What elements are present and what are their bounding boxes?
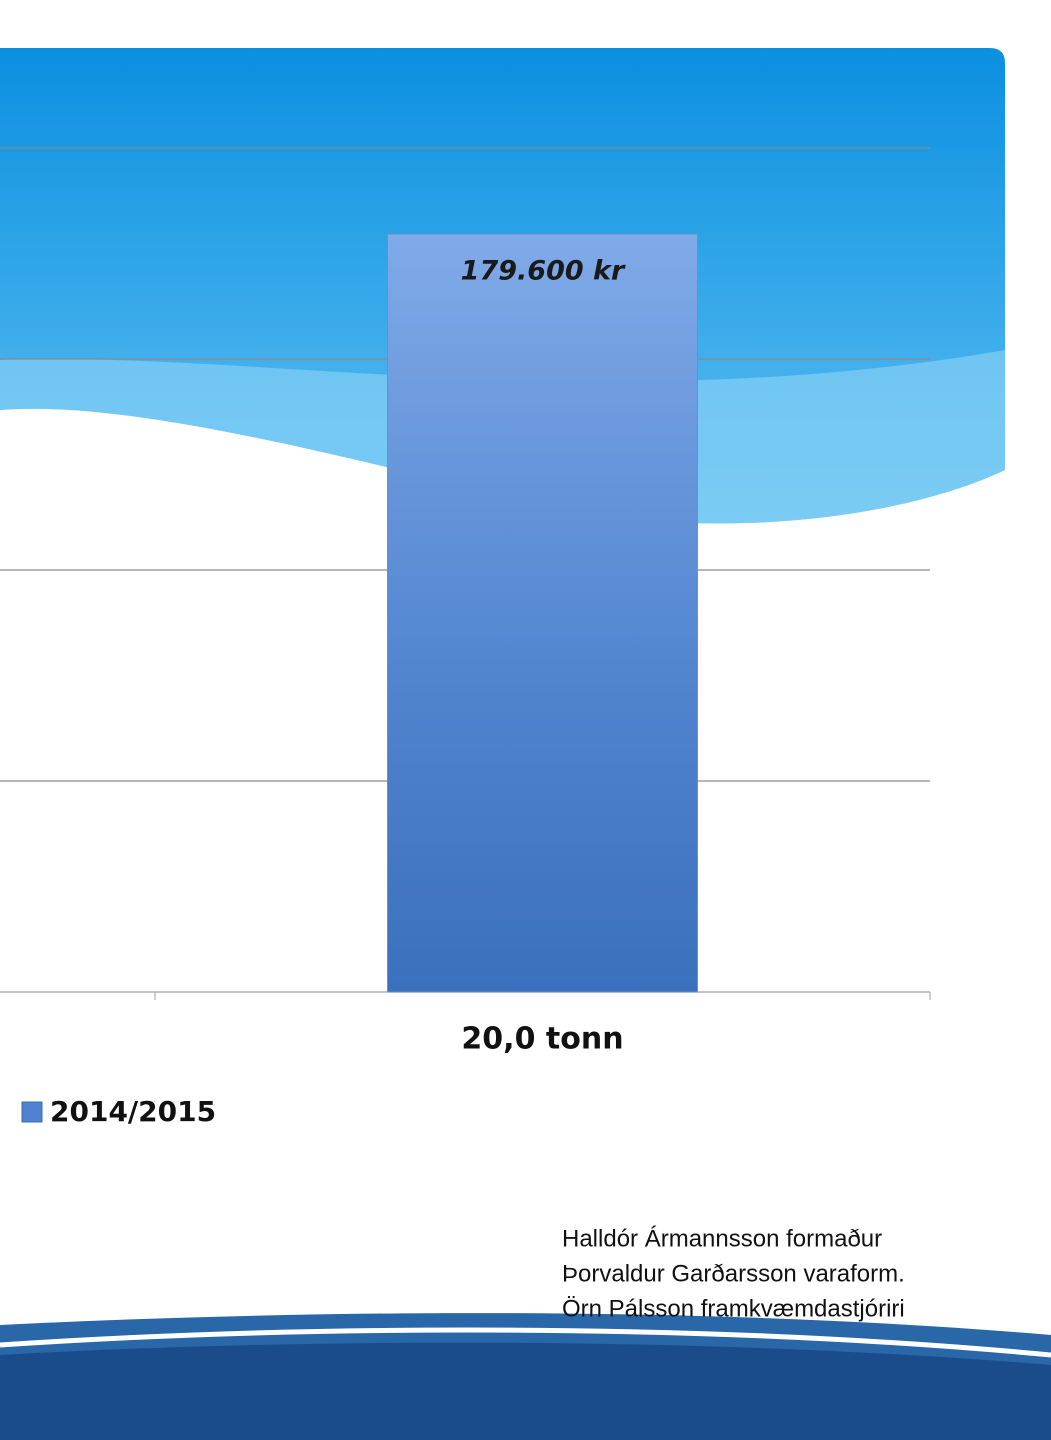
data-label: 179.600 kr <box>461 256 626 287</box>
footer-line: Þorvaldur Garðarsson varaform. <box>562 1260 905 1287</box>
footer-line <box>0 1327 1051 1358</box>
chart: 20,0 tonn 179.600 kr 2014/2015 <box>0 147 931 1128</box>
footer: Halldór Ármannsson formaður Þorvaldur Gar… <box>562 1225 905 1322</box>
x-tick-label: 20,0 tonn <box>461 1022 623 1057</box>
legend-swatch <box>21 1101 43 1123</box>
footer-line: Halldór Ármannsson formaður <box>562 1225 882 1252</box>
bar <box>387 233 698 993</box>
footer-line: Örn Pálsson framkvæmdastjóriri <box>562 1295 905 1322</box>
legend-label: 2014/2015 <box>50 1095 216 1128</box>
footer-background <box>0 1342 1051 1440</box>
